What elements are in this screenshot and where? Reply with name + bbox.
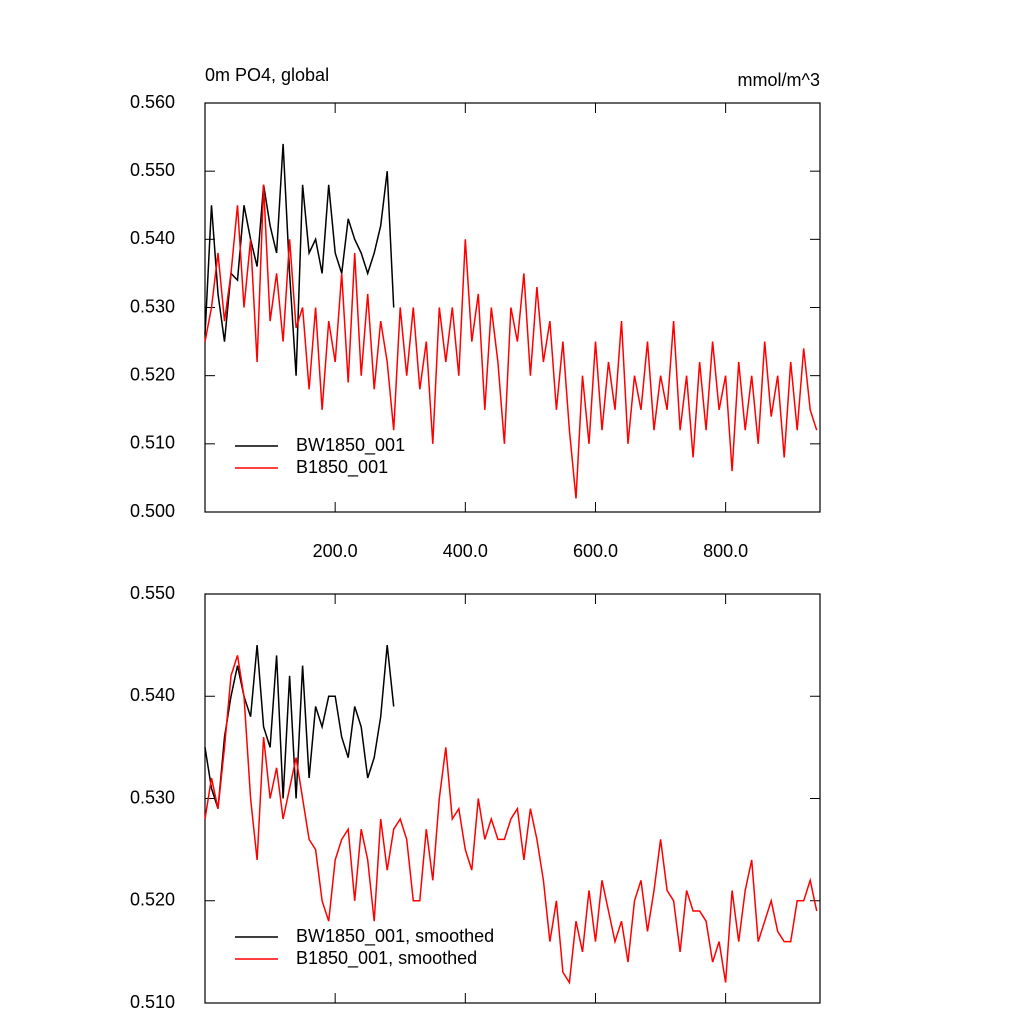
y-tick-label: 0.560 — [130, 92, 175, 112]
chart-title: 0m PO4, global — [205, 65, 329, 85]
data-line — [204, 143, 395, 376]
units-label: mmol/m^3 — [738, 70, 820, 90]
y-tick-label: 0.520 — [130, 364, 175, 384]
x-tick-label: 400.0 — [443, 541, 488, 561]
y-tick-label: 0.540 — [130, 685, 175, 705]
legend-label: BW1850_001, smoothed — [296, 926, 494, 947]
y-tick-label: 0.530 — [130, 787, 175, 807]
y-tick-label: 0.540 — [130, 228, 175, 248]
legend-label: B1850_001, smoothed — [296, 948, 477, 969]
data-line — [204, 184, 818, 499]
y-tick-label: 0.500 — [130, 501, 175, 521]
data-line — [204, 645, 395, 809]
x-tick-label: 800.0 — [703, 541, 748, 561]
y-tick-label: 0.520 — [130, 890, 175, 910]
y-tick-label: 0.550 — [130, 160, 175, 180]
legend-label: B1850_001 — [296, 457, 388, 478]
x-tick-label: 600.0 — [573, 541, 618, 561]
legend-label: BW1850_001 — [296, 435, 405, 456]
y-tick-label: 0.510 — [130, 433, 175, 453]
y-tick-label: 0.530 — [130, 296, 175, 316]
x-tick-label: 200.0 — [313, 541, 358, 561]
y-tick-label: 0.550 — [130, 583, 175, 603]
data-line — [204, 655, 818, 985]
y-tick-label: 0.510 — [130, 992, 175, 1012]
